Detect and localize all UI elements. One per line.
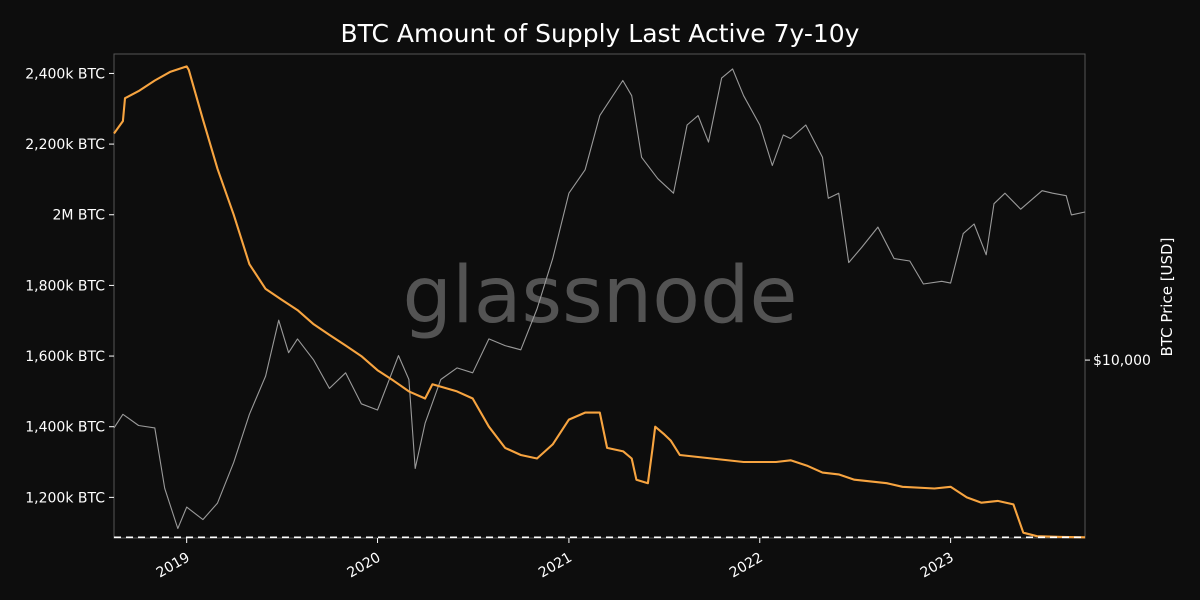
y-right-tick-label: $10,000 <box>1093 353 1151 369</box>
x-tick-label: 2023 <box>918 550 957 582</box>
chart-title: BTC Amount of Supply Last Active 7y-10y <box>341 19 860 48</box>
y-axis-right-label: BTC Price [USD] <box>1158 238 1176 357</box>
x-tick-label: 2021 <box>536 550 575 582</box>
series-layer <box>113 65 1086 539</box>
watermark-logo: glassnode <box>403 251 798 341</box>
y-axis-right: $10,000 <box>1085 353 1151 369</box>
supply-series-line <box>113 65 1086 539</box>
y-left-tick-label: 2M BTC <box>52 208 105 224</box>
y-left-tick-label: 1,200k BTC <box>25 490 105 506</box>
y-left-tick-label: 2,200k BTC <box>25 137 105 153</box>
y-axis-left: 1,200k BTC 1,400k BTC 1,600k BTC 1,800k BTC… <box>25 66 114 506</box>
y-left-tick-label: 1,600k BTC <box>25 349 105 365</box>
price-series-line <box>113 68 1086 530</box>
y-left-tick-label: 1,800k BTC <box>25 278 105 294</box>
x-tick-label: 2022 <box>727 550 766 582</box>
x-tick-label: 2019 <box>154 550 193 582</box>
x-axis: 2019 2020 2021 2022 2023 <box>154 538 957 581</box>
y-left-tick-label: 1,400k BTC <box>25 420 105 436</box>
x-tick-label: 2020 <box>345 550 384 582</box>
y-left-tick-label: 2,400k BTC <box>25 66 105 82</box>
